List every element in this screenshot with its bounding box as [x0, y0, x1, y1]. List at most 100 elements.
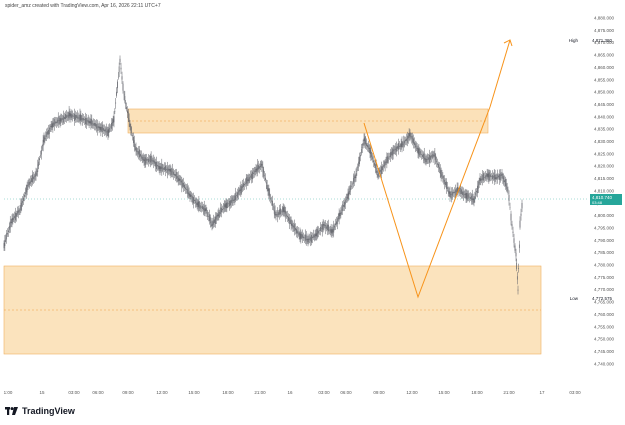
candle-body [359, 156, 360, 165]
candle-body [118, 66, 120, 73]
candle-body [216, 215, 218, 218]
candle-body [492, 175, 493, 180]
candle-body [47, 131, 48, 135]
candle-body [254, 170, 256, 172]
candle-body [117, 76, 119, 78]
candle-body [453, 191, 454, 194]
candle-body [295, 227, 296, 231]
candle-body [16, 213, 17, 217]
candle-body [68, 110, 70, 119]
candle-body [500, 175, 502, 176]
candle-body [417, 147, 419, 154]
tradingview-logo[interactable]: TradingView [5, 406, 75, 416]
candle-body [279, 209, 280, 215]
candle-body [518, 244, 520, 248]
price-tick-label: 4,845.000 [594, 102, 615, 107]
low-label: Low [570, 296, 579, 301]
candle-body [264, 175, 265, 177]
candle-body [488, 172, 490, 181]
candle-body [245, 178, 247, 185]
candle-body [24, 192, 26, 194]
price-tick-label: 4,880.000 [594, 16, 615, 21]
time-axis[interactable]: 1:00 15 03:00 06:00 09:00 12:00 15:00 18:00 21:0… [4, 390, 582, 395]
candle-body [145, 158, 147, 163]
candle-body [181, 180, 183, 188]
candle-body [301, 234, 303, 238]
candle-body [31, 178, 32, 182]
price-tick-label: 4,780.000 [594, 263, 615, 268]
candle-body [226, 202, 228, 208]
candle-body [7, 233, 8, 235]
candle-body [400, 143, 402, 147]
candle-body [75, 114, 76, 120]
candle-body [480, 178, 482, 181]
candle-body [141, 157, 143, 159]
candle-body [220, 207, 222, 215]
price-tick-label: 4,870.000 [594, 40, 615, 45]
candle-body [70, 113, 72, 118]
candle-body [282, 207, 284, 213]
candle-body [427, 156, 429, 161]
time-tick-label: 03:00 [68, 390, 80, 395]
candle-body [48, 127, 50, 135]
projection-arrow[interactable] [489, 39, 511, 108]
candle-body [507, 189, 509, 191]
candle-body [136, 151, 138, 152]
candle-body [48, 129, 49, 135]
candle-body [367, 144, 368, 148]
candle-body [372, 156, 374, 160]
candle-body [64, 116, 65, 120]
candle-body [481, 178, 483, 180]
candle-body [188, 192, 190, 196]
candle-body [493, 172, 495, 181]
price-tick-label: 4,755.000 [594, 324, 615, 329]
candle-body [516, 276, 518, 280]
last-price-value: 4,810.740 [592, 195, 613, 200]
candle-body [280, 208, 281, 215]
price-axis[interactable]: 4,880.000 4,875.000 4,870.000 4,865.000 4,86… [594, 16, 615, 367]
candle-body [329, 229, 331, 232]
candle-body [510, 213, 512, 221]
candle-body [296, 228, 297, 234]
candle-body [178, 177, 180, 182]
time-tick-label: 15:00 [438, 390, 450, 395]
candle-body [154, 160, 156, 164]
candle-body [15, 212, 16, 221]
candle-body [39, 158, 40, 161]
candle-body [394, 148, 396, 150]
time-tick-label: 09:00 [373, 390, 385, 395]
candle-body [78, 117, 80, 119]
candle-body [490, 174, 492, 178]
projection-path[interactable] [363, 106, 491, 299]
candle-body [119, 58, 121, 62]
candle-body [451, 191, 453, 199]
price-tick-label: 4,760.000 [594, 312, 615, 317]
candle-body [434, 152, 436, 160]
time-tick-label: 18:00 [222, 390, 234, 395]
candle-body [446, 181, 447, 189]
candle-body [116, 91, 117, 96]
candle-body [461, 189, 462, 194]
candle-body [185, 187, 186, 190]
candle-body [40, 149, 42, 155]
candle-body [35, 172, 37, 177]
candle-body [518, 267, 520, 269]
candle-body [486, 173, 488, 177]
candle-body [22, 200, 24, 203]
candle-body [65, 114, 66, 120]
high-label: High [569, 38, 579, 43]
candle-body [229, 200, 230, 207]
candle-body [347, 192, 349, 200]
candle-body [225, 203, 227, 209]
candle-body [478, 181, 480, 184]
candle-body [104, 129, 106, 132]
candle-body [503, 177, 505, 183]
candle-body [24, 194, 25, 197]
candle-body [3, 243, 5, 249]
candle-body [261, 164, 263, 166]
candle-body [252, 171, 253, 180]
candle-body [76, 115, 77, 118]
high-value: 4,871.380 [592, 38, 613, 43]
candle-body [168, 168, 170, 171]
